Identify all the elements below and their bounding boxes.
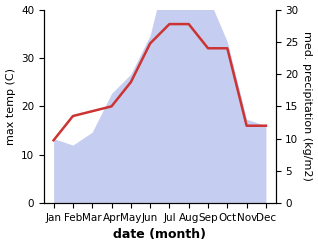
Y-axis label: max temp (C): max temp (C) bbox=[5, 68, 16, 145]
Y-axis label: med. precipitation (kg/m2): med. precipitation (kg/m2) bbox=[302, 31, 313, 181]
X-axis label: date (month): date (month) bbox=[113, 228, 206, 242]
